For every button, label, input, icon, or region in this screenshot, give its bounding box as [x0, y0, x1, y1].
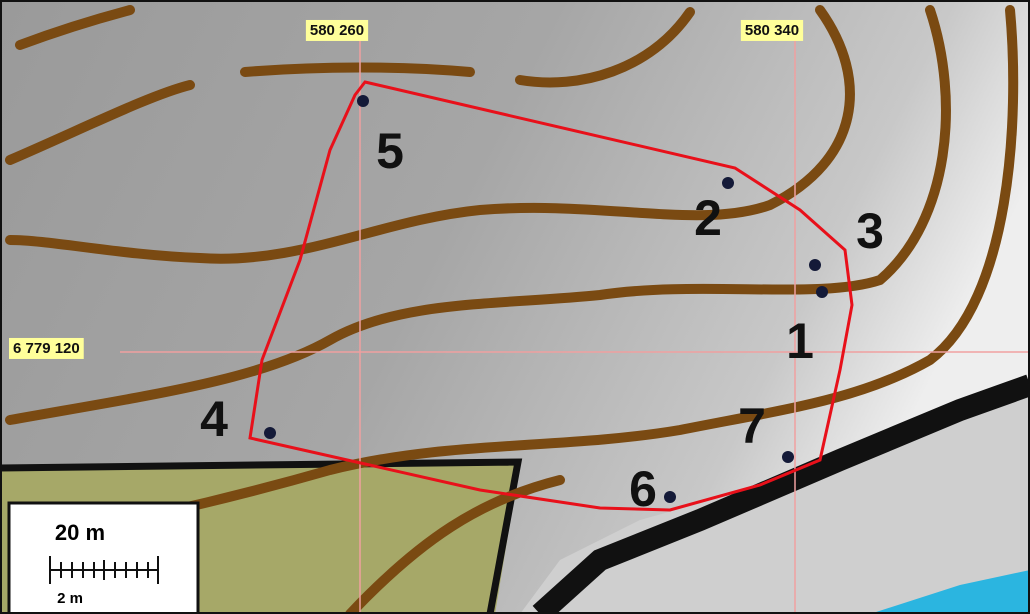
grid-labels: 580 260 580 340 6 779 120	[9, 19, 804, 359]
point-label: 5	[376, 123, 404, 179]
point-marker	[809, 259, 821, 271]
scale-bar: 20 m 2 m	[7, 501, 200, 614]
point-label: 4	[200, 391, 228, 447]
point-marker	[357, 95, 369, 107]
grid-label: 580 260	[310, 22, 364, 39]
point-marker	[816, 286, 828, 298]
water	[870, 570, 1030, 614]
scale-ticks	[49, 556, 159, 584]
grid	[120, 40, 1030, 614]
grid-label: 6 779 120	[13, 340, 80, 357]
point-marker	[264, 427, 276, 439]
boundaries	[0, 374, 1030, 614]
point-label: 6	[629, 461, 657, 517]
point-label: 7	[738, 398, 766, 454]
points: 1 2 3 4 5 6 7	[200, 95, 884, 517]
survey-polygon	[248, 80, 854, 512]
point-marker	[782, 451, 794, 463]
scale-major: 20 m	[55, 520, 105, 545]
point-label: 2	[694, 190, 722, 246]
contours	[5, 5, 1019, 614]
scale-minor: 2 m	[57, 590, 83, 607]
point-label: 1	[786, 313, 814, 369]
point-label: 3	[856, 203, 884, 259]
grid-label-box	[305, 19, 369, 41]
grid-label-box	[740, 19, 804, 41]
point-marker	[664, 491, 676, 503]
grid-label-box	[9, 337, 84, 359]
point-marker	[722, 177, 734, 189]
grid-label: 580 340	[745, 22, 799, 39]
scale-box	[7, 501, 200, 614]
